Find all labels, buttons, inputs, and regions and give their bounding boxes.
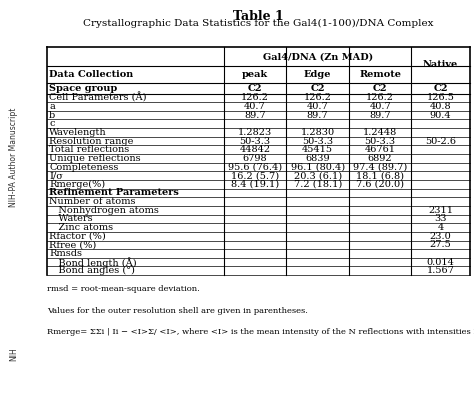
Text: Table 1: Table 1 (233, 10, 284, 23)
Text: Data Collection: Data Collection (49, 70, 133, 79)
Text: NIH-PA Author Manuscript: NIH-PA Author Manuscript (9, 108, 18, 207)
Text: Wavelength: Wavelength (49, 128, 107, 137)
Text: 95.6 (76.4): 95.6 (76.4) (228, 163, 282, 171)
Text: 20.3 (6.1): 20.3 (6.1) (293, 171, 342, 180)
Text: 7.2 (18.1): 7.2 (18.1) (293, 180, 342, 189)
Text: Remote: Remote (359, 70, 401, 79)
Text: C2: C2 (433, 84, 448, 92)
Text: 2311: 2311 (428, 206, 453, 215)
Text: 7.6 (20.0): 7.6 (20.0) (356, 180, 404, 189)
Text: c: c (49, 119, 55, 128)
Text: Waters: Waters (49, 215, 93, 223)
Text: 90.4: 90.4 (430, 111, 451, 119)
Text: 89.7: 89.7 (307, 111, 328, 119)
Text: 40.7: 40.7 (307, 102, 328, 111)
Text: 4: 4 (438, 223, 444, 232)
Text: 40.7: 40.7 (369, 102, 391, 111)
Text: 6839: 6839 (305, 154, 330, 163)
Text: 27.5: 27.5 (430, 241, 451, 249)
Text: Values for the outer resolution shell are given in parentheses.: Values for the outer resolution shell ar… (47, 307, 308, 314)
Text: 1.2448: 1.2448 (363, 128, 397, 137)
Text: a: a (49, 102, 55, 111)
Text: 33: 33 (434, 215, 447, 223)
Text: Rfactor (%): Rfactor (%) (49, 232, 106, 241)
Text: Rmerge(%): Rmerge(%) (49, 180, 105, 189)
Text: 1.2830: 1.2830 (301, 128, 335, 137)
Text: 1.2823: 1.2823 (238, 128, 272, 137)
Text: Refinement Parameters: Refinement Parameters (49, 189, 179, 197)
Text: I/σ: I/σ (49, 171, 63, 180)
Text: 50-3.3: 50-3.3 (239, 137, 271, 145)
Text: 16.2 (5.7): 16.2 (5.7) (231, 171, 279, 180)
Text: 8.4 (19.1): 8.4 (19.1) (231, 180, 279, 189)
Text: 126.2: 126.2 (366, 94, 394, 102)
Text: 126.2: 126.2 (241, 94, 269, 102)
Text: Crystallographic Data Statistics for the Gal4(1-100)/DNA Complex: Crystallographic Data Statistics for the… (83, 19, 434, 28)
Text: 6798: 6798 (243, 154, 267, 163)
Text: 18.1 (6.8): 18.1 (6.8) (356, 171, 404, 180)
Text: 40.8: 40.8 (430, 102, 451, 111)
Text: 6892: 6892 (368, 154, 392, 163)
Text: 126.2: 126.2 (304, 94, 332, 102)
Text: rmsd = root-mean-square deviation.: rmsd = root-mean-square deviation. (47, 285, 200, 293)
Text: peak: peak (242, 70, 268, 79)
Text: Rfree (%): Rfree (%) (49, 241, 96, 249)
Text: Native: Native (423, 61, 458, 69)
Text: C2: C2 (310, 84, 325, 92)
Text: 89.7: 89.7 (244, 111, 266, 119)
Text: Gal4/DNA (Zn MAD): Gal4/DNA (Zn MAD) (263, 52, 373, 61)
Text: Edge: Edge (304, 70, 331, 79)
Text: Resolution range: Resolution range (49, 137, 134, 145)
Text: C2: C2 (373, 84, 387, 92)
Text: 40.7: 40.7 (244, 102, 266, 111)
Text: C2: C2 (248, 84, 262, 92)
Text: Space group: Space group (49, 84, 118, 92)
Text: 50-3.3: 50-3.3 (365, 137, 396, 145)
Text: Bond length (Å): Bond length (Å) (49, 257, 137, 268)
Text: NIH: NIH (9, 347, 18, 360)
Text: Cell Parameters (Å): Cell Parameters (Å) (49, 93, 146, 103)
Text: 96.1 (80.4): 96.1 (80.4) (291, 163, 345, 171)
Text: 1.567: 1.567 (427, 266, 455, 275)
Text: 50-3.3: 50-3.3 (302, 137, 333, 145)
Text: 126.5: 126.5 (427, 94, 455, 102)
Text: 45415: 45415 (302, 145, 333, 154)
Text: Number of atoms: Number of atoms (49, 197, 136, 206)
Text: Bond angles (°): Bond angles (°) (49, 266, 135, 275)
Text: 46761: 46761 (365, 145, 396, 154)
Text: 89.7: 89.7 (369, 111, 391, 119)
Text: Rmsds: Rmsds (49, 249, 82, 258)
Text: 44842: 44842 (239, 145, 271, 154)
Text: 23.0: 23.0 (430, 232, 451, 241)
Text: Zinc atoms: Zinc atoms (49, 223, 113, 232)
Text: Rmerge= ΣΣi | Ii − <I>Σ/ <I>, where <I> is the mean intensity of the N reflectio: Rmerge= ΣΣi | Ii − <I>Σ/ <I>, where <I> … (47, 328, 474, 336)
Text: 50-2.6: 50-2.6 (425, 137, 456, 145)
Text: 0.014: 0.014 (427, 258, 455, 266)
Text: Completeness: Completeness (49, 163, 118, 171)
Text: Nonhydrogen atoms: Nonhydrogen atoms (49, 206, 159, 215)
Text: b: b (49, 111, 55, 119)
Text: Unique reflections: Unique reflections (49, 154, 141, 163)
Text: 97.4 (89.7): 97.4 (89.7) (353, 163, 407, 171)
Text: Total reflections: Total reflections (49, 145, 129, 154)
